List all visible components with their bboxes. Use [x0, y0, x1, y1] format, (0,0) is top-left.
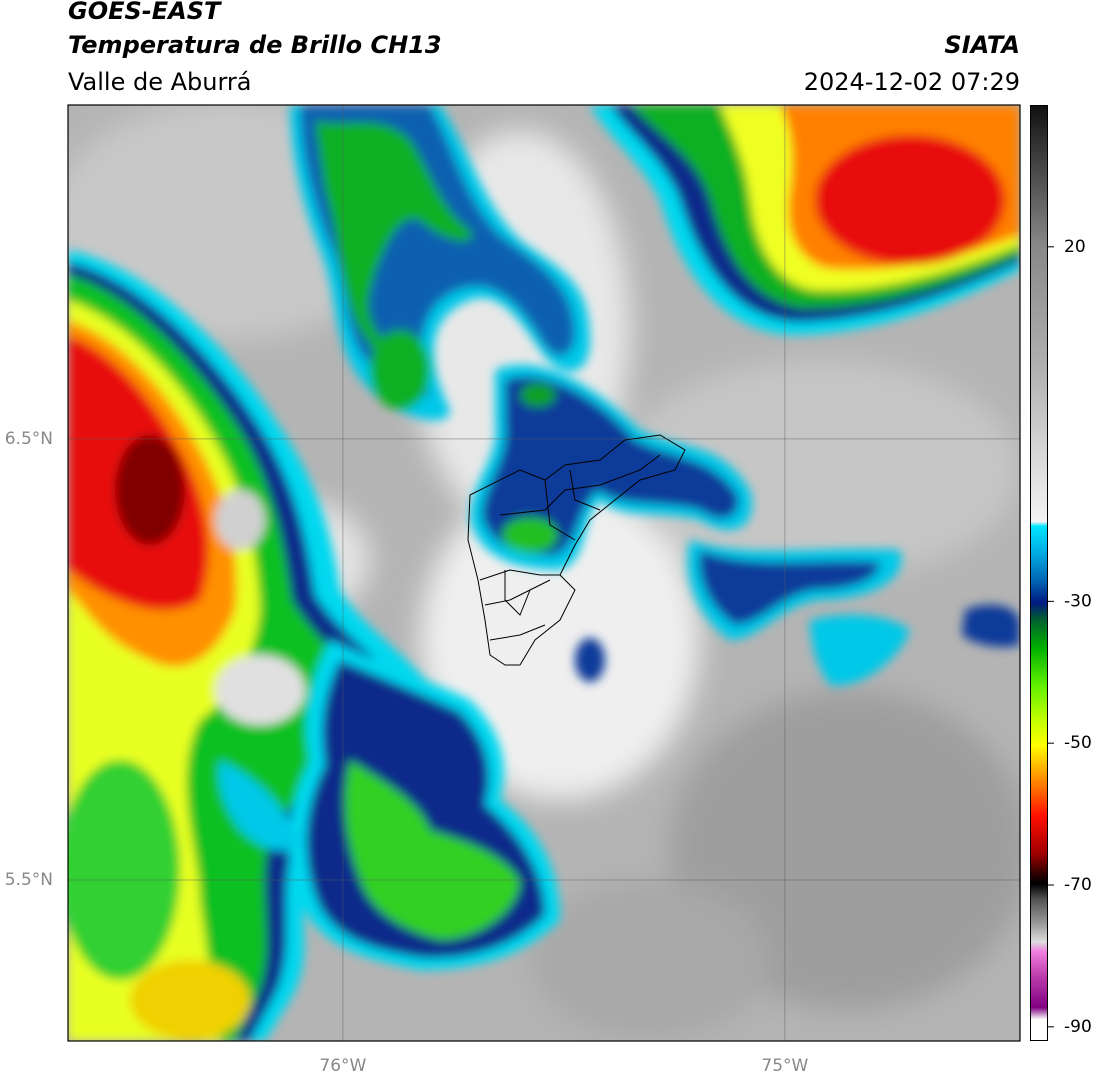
municipal-boundaries: [467, 434, 686, 666]
colorbar-tick-label: 20: [1064, 237, 1086, 257]
map-frame: [67, 104, 1021, 1042]
colorbar-tick-label: -70: [1064, 875, 1092, 895]
title: GOES-EAST: [68, 0, 222, 25]
y-tick-label: 6.5°N: [5, 429, 53, 449]
colorbar: [1030, 105, 1048, 1041]
grid: [68, 105, 1020, 1041]
colorbar-tick-label: -30: [1064, 591, 1092, 611]
colorbar-tick-label: -90: [1064, 1017, 1092, 1037]
region: Valle de Aburrá: [68, 68, 252, 96]
x-tick-label: 76°W: [319, 1056, 366, 1076]
colorbar-ticks: 20 -30 -50 -70 -90: [1048, 237, 1092, 1037]
colorbar-tick-label: -50: [1064, 733, 1092, 753]
subtitle: Temperatura de Brillo CH13: [68, 31, 442, 59]
source: SIATA: [944, 31, 1020, 59]
y-tick-label: 5.5°N: [5, 870, 53, 890]
timestamp: 2024-12-02 07:29: [804, 68, 1020, 96]
x-tick-label: 75°W: [761, 1056, 808, 1076]
imagery: [68, 105, 1020, 1041]
